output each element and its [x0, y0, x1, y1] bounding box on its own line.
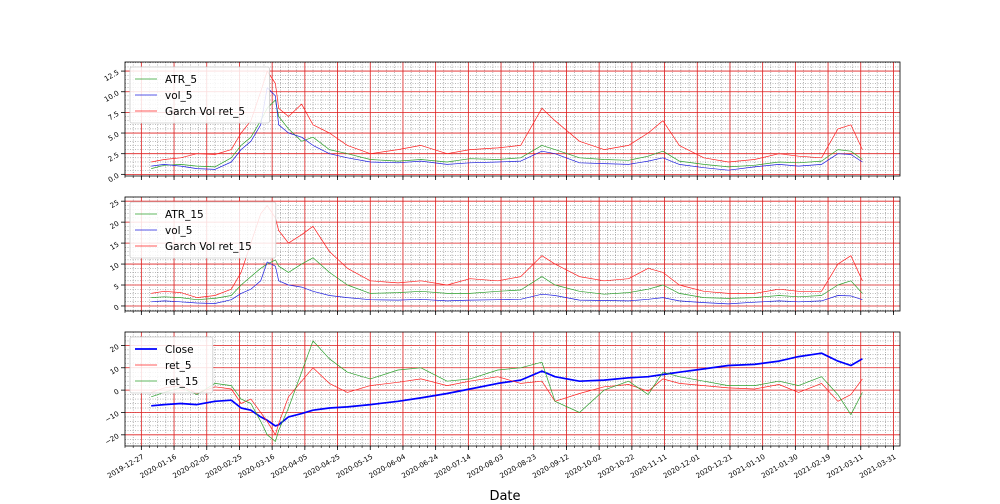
- panel-top: 0.0 2.5 5.0 7.5 10.0 12.5 ATR_5 vol_5 Garch Vol …: [103, 61, 901, 184]
- legend-label: ret_5: [165, 360, 192, 372]
- y-tick-label: 7.5: [107, 110, 121, 122]
- legend-label: ATR_15: [165, 209, 204, 221]
- y-tick-label: −20: [104, 432, 121, 446]
- legend-label: vol_5: [165, 225, 193, 237]
- legend-box: [129, 336, 214, 394]
- panel-middle: 0 5 10 15 20 25 ATR_15 vol_5 Garch Vol ret_15: [109, 196, 901, 315]
- series-line-atr-15: [151, 257, 863, 301]
- series-line-vol-5: [151, 261, 863, 305]
- y-tick-label: 5.0: [107, 130, 121, 142]
- major-gridlines: [125, 332, 900, 446]
- series-line-ret-5: [151, 367, 863, 436]
- y-tick-label: 0: [113, 388, 121, 397]
- y-tick-label: 5: [113, 282, 121, 291]
- series-line-close: [151, 352, 863, 427]
- axes-frame: [124, 196, 901, 312]
- legend-box: [129, 201, 277, 259]
- series-line-ret-15: [151, 340, 863, 442]
- y-tick-label: 2.5: [107, 151, 121, 163]
- legend: ATR_15 vol_5 Garch Vol ret_15: [129, 201, 277, 259]
- x-axis-label: Date: [489, 489, 520, 500]
- legend: ATR_5 vol_5 Garch Vol ret_5: [129, 66, 270, 124]
- y-tick-label: 10.0: [103, 89, 121, 104]
- y-tick-label: 12.5: [103, 68, 121, 83]
- y-tick-label: −10: [104, 410, 121, 424]
- legend-label: ATR_5: [165, 74, 197, 86]
- axes-frame: [124, 331, 901, 447]
- y-tick-label: 0.0: [107, 172, 121, 184]
- series-line-garch-vol-ret-5: [151, 70, 863, 163]
- legend-label: Garch Vol ret_5: [165, 106, 245, 118]
- y-tick-label: 20: [109, 343, 121, 354]
- y-tick-label: 20: [109, 220, 121, 231]
- series-line-atr-5: [151, 99, 863, 169]
- y-tick-label: 15: [109, 241, 121, 252]
- x-tick-label: 2021-03-31: [858, 453, 897, 480]
- legend-label: ret_15: [165, 376, 198, 388]
- legend-label: vol_5: [165, 90, 193, 102]
- legend-label: Close: [165, 344, 194, 356]
- y-tick-label: 25: [109, 199, 121, 210]
- y-tick-label: 0: [113, 303, 121, 312]
- axes-frame: [124, 61, 901, 177]
- legend-label: Garch Vol ret_15: [165, 241, 252, 253]
- y-tick-label: 10: [109, 365, 121, 376]
- plot-area: [125, 332, 900, 446]
- legend: Close ret_5 ret_15: [129, 336, 214, 394]
- major-gridlines: [125, 62, 900, 176]
- y-tick-label: 10: [109, 261, 121, 272]
- series-line-vol-5: [151, 87, 863, 171]
- legend-box: [129, 66, 270, 124]
